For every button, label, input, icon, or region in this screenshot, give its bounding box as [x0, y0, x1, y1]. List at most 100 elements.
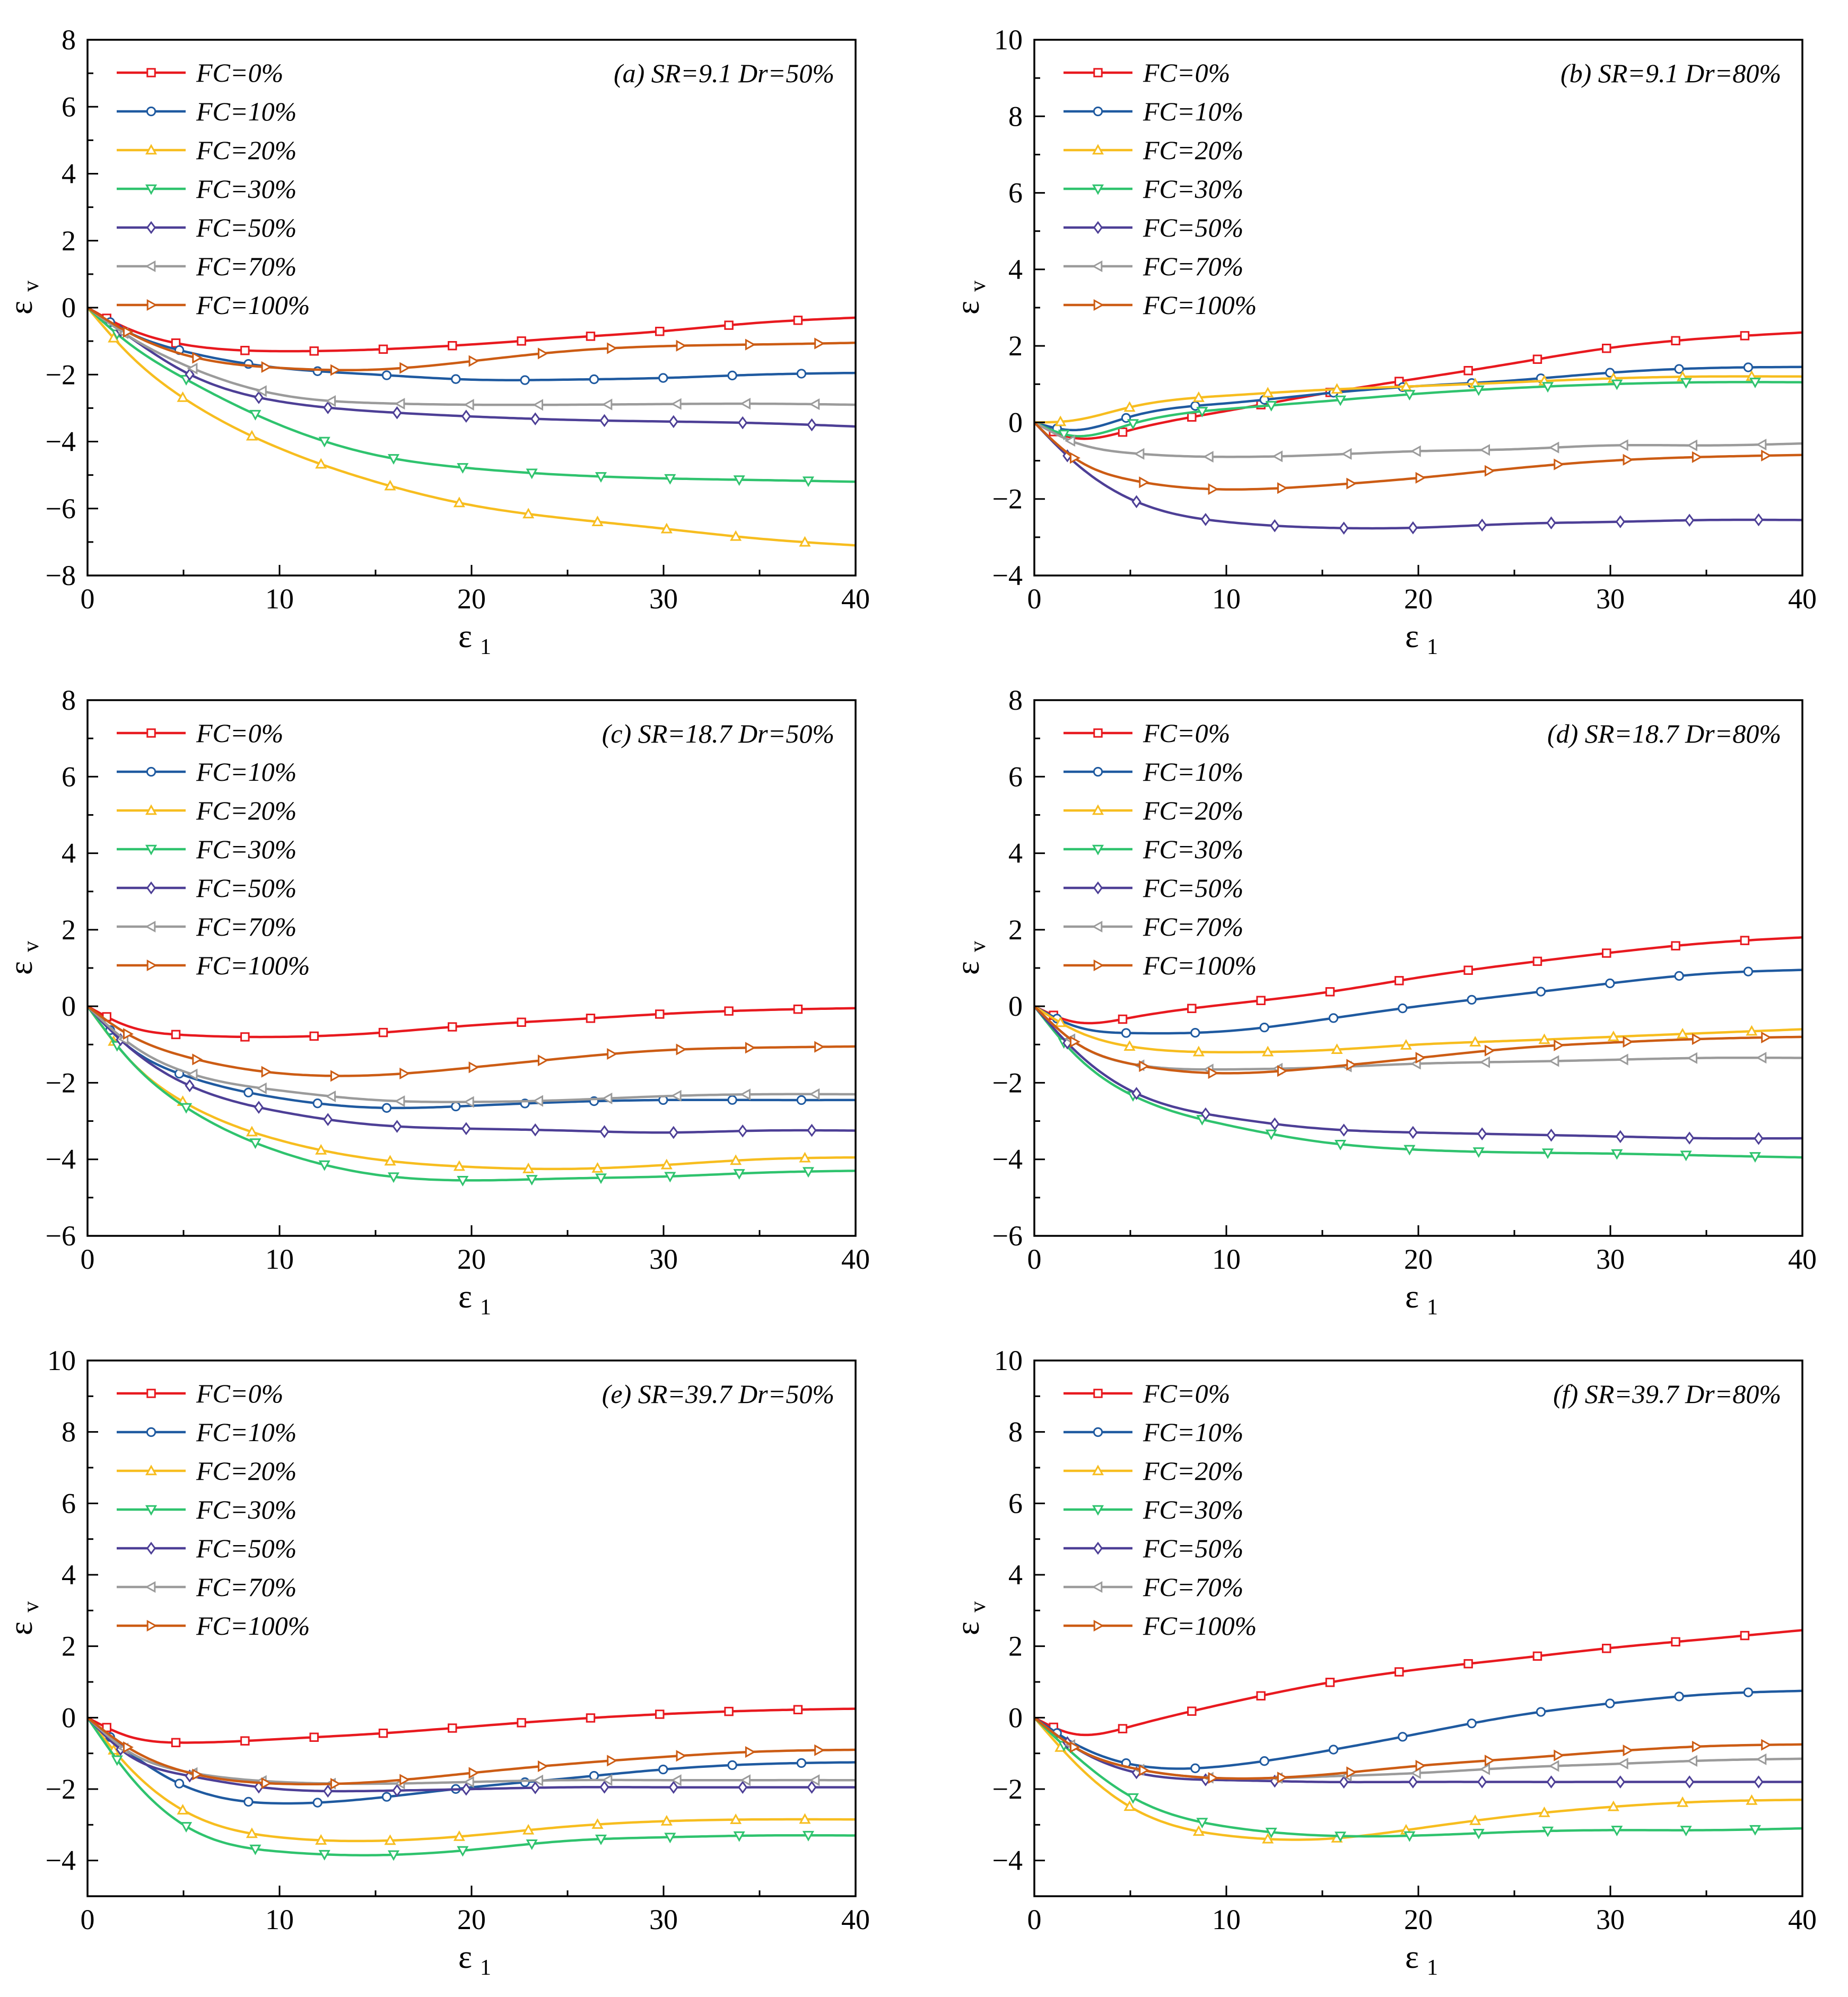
series-marker [670, 1089, 682, 1102]
x-tick-label: 10 [1212, 583, 1241, 615]
series-marker [1190, 1027, 1200, 1038]
series-marker [1394, 976, 1404, 986]
series-marker [457, 1846, 469, 1857]
series-marker [1602, 948, 1611, 958]
legend-label: FC=50% [1143, 873, 1243, 903]
y-axis-label: ε [950, 961, 986, 975]
series-marker [187, 1068, 198, 1080]
series-marker [1069, 1036, 1080, 1048]
series-marker [192, 352, 203, 364]
series-marker [595, 472, 607, 483]
series-line [1034, 1716, 1802, 1838]
series-marker [1532, 1651, 1542, 1661]
legend-marker [1092, 260, 1103, 273]
y-tick-label: −4 [46, 1144, 76, 1175]
y-tick-label: 6 [1008, 1487, 1023, 1519]
series-marker [520, 375, 530, 385]
series-marker [1687, 1755, 1697, 1767]
series-marker [668, 1126, 678, 1139]
series-FC=70% [1034, 1716, 1802, 1784]
legend-label: FC=30% [1143, 834, 1243, 864]
series-marker [1256, 1691, 1266, 1700]
series-marker [668, 415, 678, 429]
series-marker [1602, 344, 1611, 353]
series-marker [1339, 1123, 1349, 1137]
series-marker [799, 536, 811, 547]
series-FC=100% [1034, 1716, 1802, 1784]
series-marker [171, 1030, 181, 1040]
legend-marker [1092, 920, 1103, 933]
legend-label: FC=0% [196, 58, 283, 88]
series-marker [246, 1126, 258, 1137]
series-marker [192, 1053, 203, 1066]
series-marker [1472, 1147, 1485, 1158]
series-marker [1463, 366, 1473, 376]
series-marker [1262, 1833, 1274, 1844]
series-FC=20% [88, 1005, 856, 1173]
series-marker [1615, 515, 1625, 528]
series-marker [451, 374, 461, 384]
series-FC=70% [1034, 421, 1802, 463]
legend-label: FC=50% [196, 873, 297, 903]
series-marker [1615, 1775, 1625, 1789]
y-axis-label-subscript: v [19, 941, 43, 952]
series-line [1034, 1716, 1802, 1784]
series-marker [1685, 513, 1695, 527]
series-marker [254, 391, 264, 404]
series-marker [809, 1088, 820, 1100]
panel-annotation: (f) SR=39.7 Dr=80% [1553, 1379, 1781, 1409]
series-marker [1339, 521, 1349, 535]
series-line [88, 1005, 856, 1182]
panel-annotation: (c) SR=18.7 Dr=50% [602, 719, 834, 748]
legend-label: FC=100% [196, 950, 310, 980]
series-marker [730, 530, 742, 541]
legend-label: FC=70% [1143, 251, 1243, 281]
series-marker [1131, 1087, 1141, 1100]
series-marker [1339, 1775, 1349, 1789]
series-marker [802, 1830, 814, 1842]
series-FC=50% [88, 1716, 856, 1798]
series-marker [1328, 1745, 1339, 1755]
legend-label: FC=100% [1143, 1611, 1257, 1641]
series-marker [1408, 521, 1418, 535]
series-marker [607, 342, 618, 354]
x-axis-label: ε [1405, 1279, 1419, 1315]
series-marker [381, 370, 392, 380]
series-marker [1685, 1775, 1695, 1789]
series-marker [463, 398, 474, 411]
series-marker [1680, 378, 1692, 389]
series-marker [591, 1818, 604, 1829]
y-tick-label: 0 [1008, 990, 1023, 1022]
series-marker [1743, 1687, 1754, 1697]
series-marker [1277, 1065, 1288, 1077]
series-marker [177, 391, 189, 402]
legend-marker [1093, 1427, 1103, 1437]
series-marker [1605, 1698, 1615, 1708]
series-marker [733, 1169, 745, 1180]
series-line [1034, 1629, 1802, 1737]
series-marker [796, 369, 807, 379]
series-marker [738, 416, 748, 430]
legend-marker [145, 260, 156, 273]
x-tick-label: 40 [841, 583, 870, 615]
legend-marker [1093, 959, 1104, 972]
series-marker [733, 1831, 745, 1842]
legend-label: FC=10% [1143, 757, 1243, 787]
series-marker [1467, 995, 1477, 1005]
series-marker [802, 1167, 814, 1178]
series-marker [448, 1022, 457, 1032]
series-marker [309, 1732, 319, 1742]
series-marker [1749, 1825, 1761, 1836]
series-line [1034, 1005, 1802, 1140]
series-marker [1131, 495, 1141, 509]
series-marker [1334, 395, 1347, 406]
series-marker [1200, 513, 1210, 526]
series-marker [1139, 476, 1150, 489]
series-marker [1687, 1052, 1697, 1064]
series-marker [655, 1710, 665, 1719]
series-marker [1463, 965, 1473, 975]
series-line [1034, 1005, 1802, 1159]
series-marker [1754, 513, 1764, 527]
